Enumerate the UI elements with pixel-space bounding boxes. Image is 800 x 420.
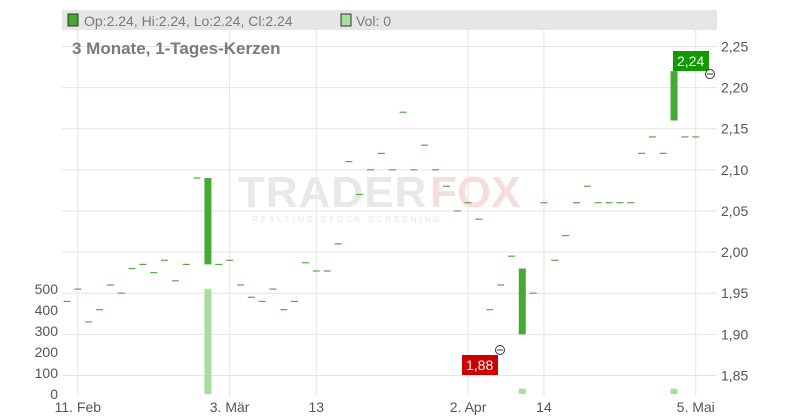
chart-subtitle: 3 Monate, 1-Tages-Kerzen xyxy=(72,39,280,58)
volume-tick-label: 200 xyxy=(35,344,59,360)
volume-bar xyxy=(670,388,678,394)
volume-tick-label: 500 xyxy=(35,281,59,297)
low-badge xyxy=(462,355,498,375)
volume-tick-label: 300 xyxy=(35,323,59,339)
high-callout: 2,24 xyxy=(673,51,715,79)
price-tick-label: 1,85 xyxy=(721,367,748,383)
price-tick-label: 2,05 xyxy=(721,203,748,219)
legend-bar xyxy=(62,10,717,30)
candle-body xyxy=(670,71,678,121)
watermark: TRADER FOX REALTIME STOCK SCREENING xyxy=(238,168,520,224)
plot-area xyxy=(62,30,717,396)
volume-axis-labels: 500 400 300 200 100 0 xyxy=(35,281,59,402)
date-tick-label: 2. Apr xyxy=(450,399,487,415)
volume-bar xyxy=(204,288,212,394)
low-callout: 1,88 xyxy=(462,345,505,375)
ohlc-legend-label: Op:2.24, Hi:2.24, Lo:2.24, Cl:2.24 xyxy=(84,13,293,29)
date-tick-label: 14 xyxy=(536,399,552,415)
price-tick-label: 2,00 xyxy=(721,244,748,260)
candles xyxy=(204,71,678,335)
price-tick-label: 2,25 xyxy=(721,38,748,54)
high-badge xyxy=(673,51,709,71)
price-tick-label: 2,15 xyxy=(721,121,748,137)
volume-tick-label: 100 xyxy=(35,365,59,381)
volume-bars xyxy=(204,288,678,394)
date-tick-label: 13 xyxy=(309,399,325,415)
high-badge-label: 2,24 xyxy=(677,53,704,69)
price-axis-labels: 2,25 2,20 2,15 2,10 2,05 2,00 1,95 1,90 1,85 xyxy=(721,38,748,383)
grid-lines xyxy=(62,30,717,396)
date-tick-label: 5. Mai xyxy=(677,399,715,415)
ohlc-legend-swatch xyxy=(67,13,79,27)
price-tick-label: 2,20 xyxy=(721,80,748,96)
watermark-brand: TRADER xyxy=(238,168,427,217)
candle-body xyxy=(204,178,212,265)
vol-legend-swatch xyxy=(340,13,352,27)
volume-tick-label: 0 xyxy=(50,386,58,402)
watermark-tagline: REALTIME STOCK SCREENING xyxy=(252,215,443,224)
watermark-brand-fox: FOX xyxy=(430,168,520,217)
vol-legend-label: Vol: 0 xyxy=(356,13,391,29)
price-tick-label: 1,90 xyxy=(721,326,748,342)
date-tick-label: 11. Feb xyxy=(55,399,102,415)
date-axis-labels: 11. Feb 3. Mär 13 2. Apr 14 5. Mai xyxy=(55,399,715,415)
date-tick-label: 3. Mär xyxy=(210,399,250,415)
volume-bar xyxy=(518,388,526,394)
price-tick-label: 2,10 xyxy=(721,162,748,178)
volume-tick-label: 400 xyxy=(35,302,59,318)
candle-body xyxy=(518,268,526,335)
price-marks xyxy=(63,111,700,323)
low-badge-label: 1,88 xyxy=(466,357,493,373)
price-tick-label: 1,95 xyxy=(721,285,748,301)
